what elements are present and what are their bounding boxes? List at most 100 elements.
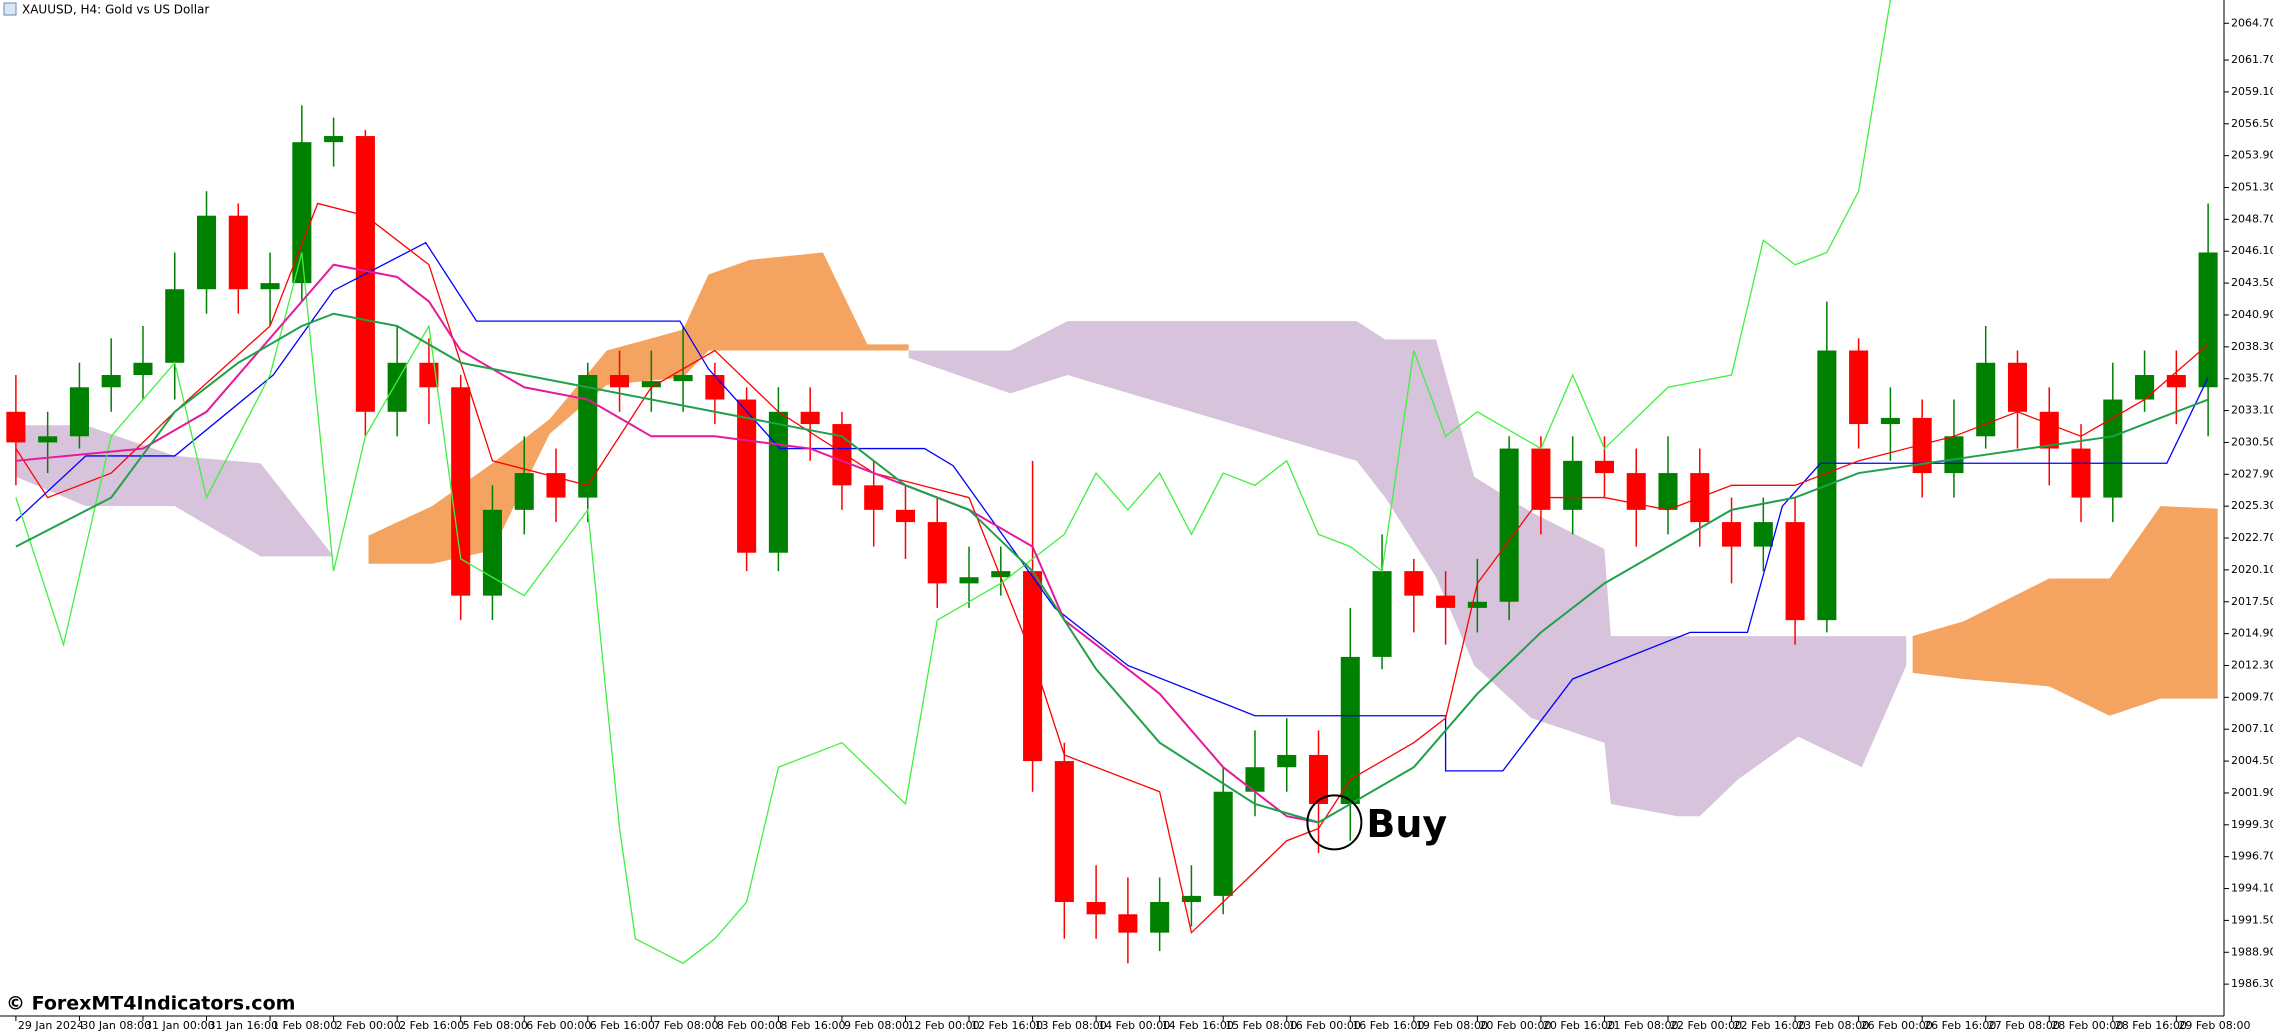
candle-body (641, 381, 661, 388)
candle-body (959, 577, 979, 584)
y-tick-label: 2001.90 (2231, 786, 2273, 799)
candle-body (1976, 362, 1996, 437)
candle-body (768, 411, 788, 553)
candle-body (1118, 914, 1138, 933)
x-tick-label: 20 Feb 00:00 (1479, 1019, 1551, 1032)
y-tick-label: 2038.30 (2231, 340, 2273, 353)
x-tick-label: 26 Feb 00:00 (1861, 1019, 1933, 1032)
candle-body (1785, 522, 1805, 621)
candle-body (800, 411, 820, 425)
y-tick-label: 1996.70 (2231, 850, 2273, 863)
x-tick-label: 12 Feb 16:00 (971, 1019, 1043, 1032)
cloud (1912, 506, 2218, 716)
candle-body (1722, 522, 1742, 547)
candle-body (1753, 522, 1773, 547)
candle-body (1912, 417, 1932, 474)
x-tick-label: 12 Feb 00:00 (907, 1019, 979, 1032)
cloud (368, 252, 909, 564)
candle-body (1594, 460, 1614, 474)
plot-area (6, 0, 2218, 965)
candle-body (2135, 375, 2155, 400)
candle-body (1436, 595, 1456, 608)
candle-body (1880, 417, 1900, 425)
x-tick-label: 20 Feb 16:00 (1543, 1019, 1615, 1032)
candle-body (165, 289, 185, 363)
candle-body (292, 142, 312, 284)
y-tick-label: 1994.10 (2231, 882, 2273, 895)
candle-body (324, 136, 344, 143)
y-tick-label: 2007.10 (2231, 722, 2273, 735)
x-tick-label: 2 Feb 16:00 (399, 1019, 464, 1032)
x-tick-label: 16 Feb 00:00 (1289, 1019, 1361, 1032)
candle-body (895, 509, 916, 523)
candle-body (2071, 448, 2091, 498)
x-tick-label: 15 Feb 08:00 (1225, 1019, 1297, 1032)
x-tick-label: 16 Feb 16:00 (1352, 1019, 1424, 1032)
x-tick-label: 8 Feb 16:00 (780, 1019, 845, 1032)
candle-body (1626, 473, 1646, 510)
x-tick-label: 27 Feb 08:00 (1988, 1019, 2060, 1032)
x-tick-label: 9 Feb 08:00 (844, 1019, 909, 1032)
candle-body (1658, 473, 1678, 510)
y-tick-label: 1999.30 (2231, 818, 2273, 831)
candle-body (101, 375, 121, 388)
y-tick-label: 2022.70 (2231, 531, 2273, 544)
candle-body (1531, 448, 1551, 510)
candle-body (482, 509, 502, 596)
x-tick-label: 21 Feb 08:00 (1606, 1019, 1678, 1032)
y-tick-label: 2064.70 (2231, 16, 2273, 29)
candle-body (514, 473, 534, 510)
y-tick-label: 2048.70 (2231, 212, 2273, 225)
indicator-line (15, 263, 1319, 824)
y-tick-label: 2046.10 (2231, 244, 2273, 257)
x-tick-label: 22 Feb 00:00 (1670, 1019, 1742, 1032)
y-tick-label: 2051.30 (2231, 181, 2273, 194)
candle-body (1308, 754, 1329, 804)
candle-body (927, 522, 947, 584)
symbol-icon (3, 2, 17, 16)
candle-body (228, 215, 248, 290)
y-tick-label: 2027.90 (2231, 467, 2273, 480)
annotation-text: Buy (1366, 802, 1447, 846)
candle-body (2007, 362, 2028, 412)
candle-body (2103, 399, 2123, 498)
candle-body (260, 283, 280, 290)
cloud (15, 425, 334, 557)
y-tick-label: 2043.50 (2231, 276, 2273, 289)
candle-body (1372, 571, 1392, 657)
y-tick-label: 2053.90 (2231, 149, 2273, 162)
y-tick-label: 2020.10 (2231, 563, 2273, 576)
candle-body (705, 375, 725, 400)
y-tick-label: 2056.50 (2231, 117, 2273, 130)
candle-body (1213, 791, 1233, 896)
x-tick-label: 7 Feb 08:00 (653, 1019, 718, 1032)
y-tick-label: 2061.70 (2231, 53, 2273, 66)
candle-body (38, 436, 58, 443)
cloud (908, 321, 1907, 817)
y-tick-label: 2012.30 (2231, 658, 2273, 671)
x-tick-label: 2 Feb 00:00 (336, 1019, 401, 1032)
candle-body (69, 387, 89, 437)
x-tick-label: 28 Feb 16:00 (2115, 1019, 2187, 1032)
candle-body (1340, 656, 1360, 804)
candle-body (133, 362, 153, 376)
candle-body (419, 362, 439, 388)
x-tick-label: 31 Jan 00:00 (145, 1019, 215, 1032)
candle-body (737, 399, 757, 553)
candle-body (451, 387, 471, 596)
candle-body (1023, 571, 1043, 762)
y-tick-label: 2030.50 (2231, 435, 2273, 448)
x-tick-label: 6 Feb 16:00 (590, 1019, 655, 1032)
x-tick-label: 23 Feb 08:00 (1797, 1019, 1869, 1032)
x-tick-label: 22 Feb 16:00 (1734, 1019, 1806, 1032)
x-tick-label: 29 Jan 2024 (18, 1019, 84, 1032)
x-tick-label: 28 Feb 00:00 (2051, 1019, 2123, 1032)
candle-body (196, 215, 217, 290)
candle-body (1054, 761, 1074, 903)
candle-body (1499, 448, 1519, 602)
x-tick-label: 1 Feb 08:00 (272, 1019, 337, 1032)
candle-body (578, 375, 598, 498)
y-tick-label: 2035.70 (2231, 372, 2273, 385)
x-tick-label: 14 Feb 00:00 (1098, 1019, 1170, 1032)
candle-body (1150, 902, 1170, 933)
